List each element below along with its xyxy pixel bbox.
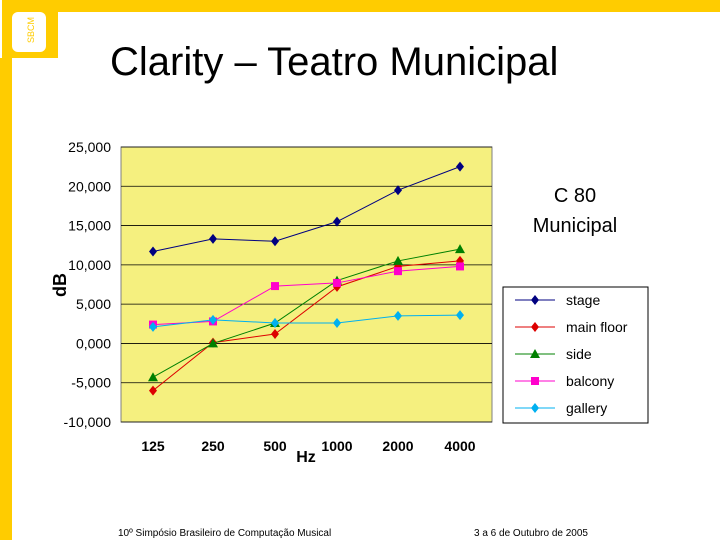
footer-event-dates: 3 a 6 de Outubro de 2005: [474, 528, 588, 539]
series-line-side: [152, 248, 461, 378]
data-point-gallery: [456, 310, 464, 321]
legend-swatch-marker: [531, 403, 539, 413]
footer-event-name: 10º Simpósio Brasileiro de Computação Mu…: [118, 528, 332, 539]
y-tick-label: 15,000: [68, 218, 111, 234]
left-accent-bar: [0, 58, 12, 540]
data-point-gallery: [149, 321, 157, 332]
legend-swatch-marker: [531, 295, 539, 305]
data-point-main-floor: [271, 329, 279, 339]
legend-swatch-marker: [531, 322, 539, 332]
y-axis-label: dB: [50, 273, 70, 297]
legend-swatch-marker: [530, 349, 540, 358]
slide-title: Clarity – Teatro Municipal: [110, 40, 559, 84]
series-line-main-floor: [152, 260, 461, 391]
y-tick-label: 20,000: [68, 178, 111, 194]
y-tick-label: -10,000: [64, 414, 112, 430]
chart-title-line: C 80: [554, 185, 596, 207]
data-point-gallery: [271, 318, 279, 328]
data-point-balcony: [394, 267, 402, 276]
data-point-balcony: [271, 282, 279, 291]
data-point-side: [393, 255, 403, 265]
svg-text:SBCM: SBCM: [26, 17, 36, 43]
series-line-balcony: [152, 265, 461, 326]
data-point-gallery: [394, 310, 402, 321]
y-tick-label: -5,000: [71, 375, 111, 391]
x-tick-label: 250: [201, 438, 225, 454]
legend-box: [502, 286, 649, 424]
data-point-balcony: [456, 262, 464, 271]
data-point-stage: [149, 246, 157, 257]
data-point-stage: [333, 216, 341, 227]
data-point-stage: [456, 161, 464, 172]
x-axis-label: Hz: [296, 449, 316, 466]
series-line-stage: [152, 166, 461, 252]
top-accent-bar: [58, 0, 720, 12]
chart-title-line: Municipal: [533, 215, 617, 237]
x-tick-label: 500: [263, 438, 287, 454]
data-point-stage: [394, 185, 402, 196]
legend-swatch-marker: [531, 377, 539, 385]
sbcm-logo: SBCM: [2, 0, 58, 58]
y-tick-label: 5,000: [76, 296, 111, 312]
legend-label: stage: [566, 292, 600, 308]
data-point-side: [208, 338, 218, 348]
data-point-side: [455, 244, 465, 254]
x-tick-label: 125: [141, 438, 165, 454]
x-tick-label: 1000: [321, 438, 352, 454]
y-tick-label: 10,000: [68, 257, 111, 273]
y-tick-label: 25,000: [68, 139, 111, 155]
data-point-balcony: [333, 278, 341, 287]
x-tick-label: 4000: [444, 438, 475, 454]
data-point-stage: [271, 236, 279, 247]
legend-label: side: [566, 346, 592, 362]
data-point-gallery: [209, 314, 217, 325]
data-point-gallery: [333, 318, 341, 328]
legend-label: main floor: [566, 319, 628, 335]
data-point-main-floor: [149, 385, 157, 396]
y-tick-label: 0,000: [76, 335, 111, 351]
legend-label: gallery: [566, 400, 607, 416]
series-line-gallery: [152, 314, 461, 328]
legend-label: balcony: [566, 373, 614, 389]
data-point-stage: [209, 233, 217, 244]
x-tick-label: 2000: [382, 438, 413, 454]
data-point-side: [148, 372, 158, 382]
